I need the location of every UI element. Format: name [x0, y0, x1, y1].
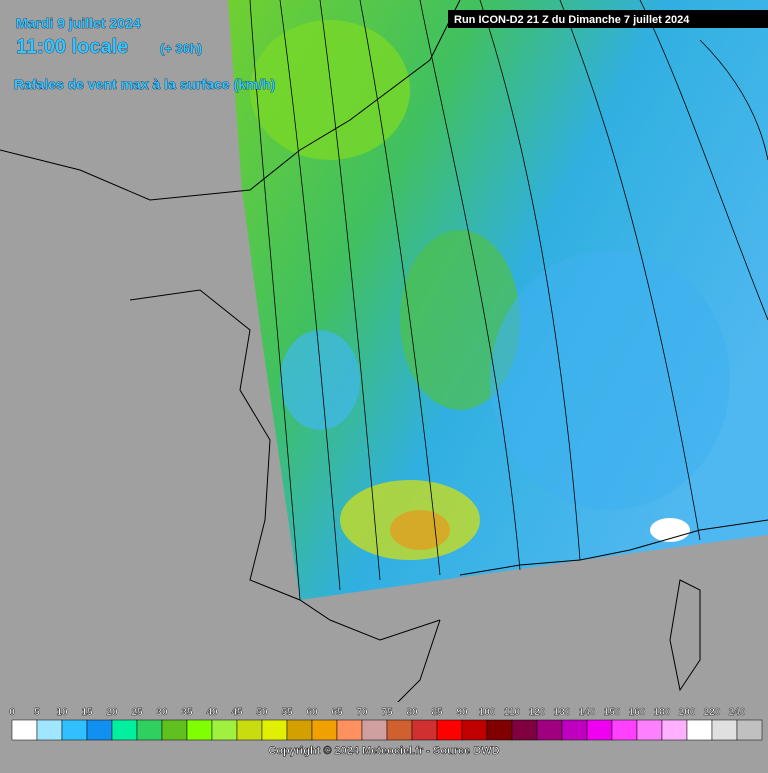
legend-label: 5	[34, 707, 40, 718]
lead: (+ 36h)	[160, 41, 202, 56]
legend-swatch	[636, 719, 663, 741]
legend-swatch	[736, 719, 763, 741]
legend-label: 25	[131, 707, 143, 718]
legend-label: 120	[529, 707, 546, 718]
legend-label: 40	[206, 707, 218, 718]
copyright: Copyright © 2024 Meteociel.fr - Source D…	[268, 745, 499, 757]
run-box	[448, 10, 768, 28]
legend-label: 35	[181, 707, 193, 718]
legend-swatch	[136, 719, 163, 741]
legend-label: 140	[579, 707, 596, 718]
legend-swatch	[111, 719, 138, 741]
legend-swatch	[286, 719, 313, 741]
field-blob	[390, 510, 450, 550]
legend-swatch	[261, 719, 288, 741]
run-info: Run ICON-D2 21 Z du Dimanche 7 juillet 2…	[454, 14, 690, 26]
legend-swatch	[486, 719, 513, 741]
legend-swatch	[386, 719, 413, 741]
legend-label: 20	[106, 707, 118, 718]
legend-swatch	[561, 719, 588, 741]
legend-swatch	[661, 719, 688, 741]
legend-swatch	[61, 719, 88, 741]
legend-swatch	[436, 719, 463, 741]
legend-label: 150	[604, 707, 621, 718]
field-blob	[280, 330, 360, 430]
legend-swatch	[586, 719, 613, 741]
legend-label: 65	[331, 707, 343, 718]
legend-swatch	[211, 719, 238, 741]
legend-label: 130	[554, 707, 571, 718]
legend-label: 80	[406, 707, 418, 718]
legend-swatch	[36, 719, 63, 741]
legend-label: 30	[156, 707, 168, 718]
legend-swatch	[511, 719, 538, 741]
legend-swatch	[311, 719, 338, 741]
legend-label: 100	[479, 707, 496, 718]
legend-swatch	[361, 719, 388, 741]
legend-swatch	[186, 719, 213, 741]
legend-label: 45	[231, 707, 243, 718]
legend-swatch	[686, 719, 713, 741]
legend-swatch	[411, 719, 438, 741]
legend-label: 0	[9, 707, 15, 718]
legend-label: 240	[729, 707, 746, 718]
legend-swatch	[611, 719, 638, 741]
legend-label: 50	[256, 707, 268, 718]
streamlines	[249, 0, 768, 601]
legend: 0 5 10 15 20 25 30 35 40 45 50 55 60 65 70 75 80 85 90 100 1…	[9, 707, 763, 741]
legend-label: 15	[81, 707, 93, 718]
legend-swatch	[461, 719, 488, 741]
legend-label: 10	[56, 707, 68, 718]
time: 11:00 locale	[16, 36, 128, 58]
legend-label: 180	[654, 707, 671, 718]
subtitle: Rafales de vent max à la surface (km/h)	[14, 76, 275, 92]
legend-label: 90	[456, 707, 468, 718]
legend-swatch	[336, 719, 363, 741]
legend-label: 160	[629, 707, 646, 718]
date: Mardi 9 juillet 2024	[16, 15, 141, 31]
legend-label: 85	[431, 707, 443, 718]
legend-label: 200	[679, 707, 696, 718]
legend-label: 60	[306, 707, 318, 718]
legend-label: 55	[281, 707, 293, 718]
legend-label: 70	[356, 707, 368, 718]
legend-swatch	[161, 719, 188, 741]
field-blob	[400, 230, 520, 410]
legend-swatch	[236, 719, 263, 741]
legend-swatch	[536, 719, 563, 741]
legend-label: 220	[704, 707, 721, 718]
legend-swatch	[711, 719, 738, 741]
legend-swatch	[86, 719, 113, 741]
field-blob	[490, 250, 730, 510]
legend-label: 110	[504, 707, 521, 718]
legend-label: 75	[381, 707, 393, 718]
legend-swatch	[11, 719, 38, 741]
